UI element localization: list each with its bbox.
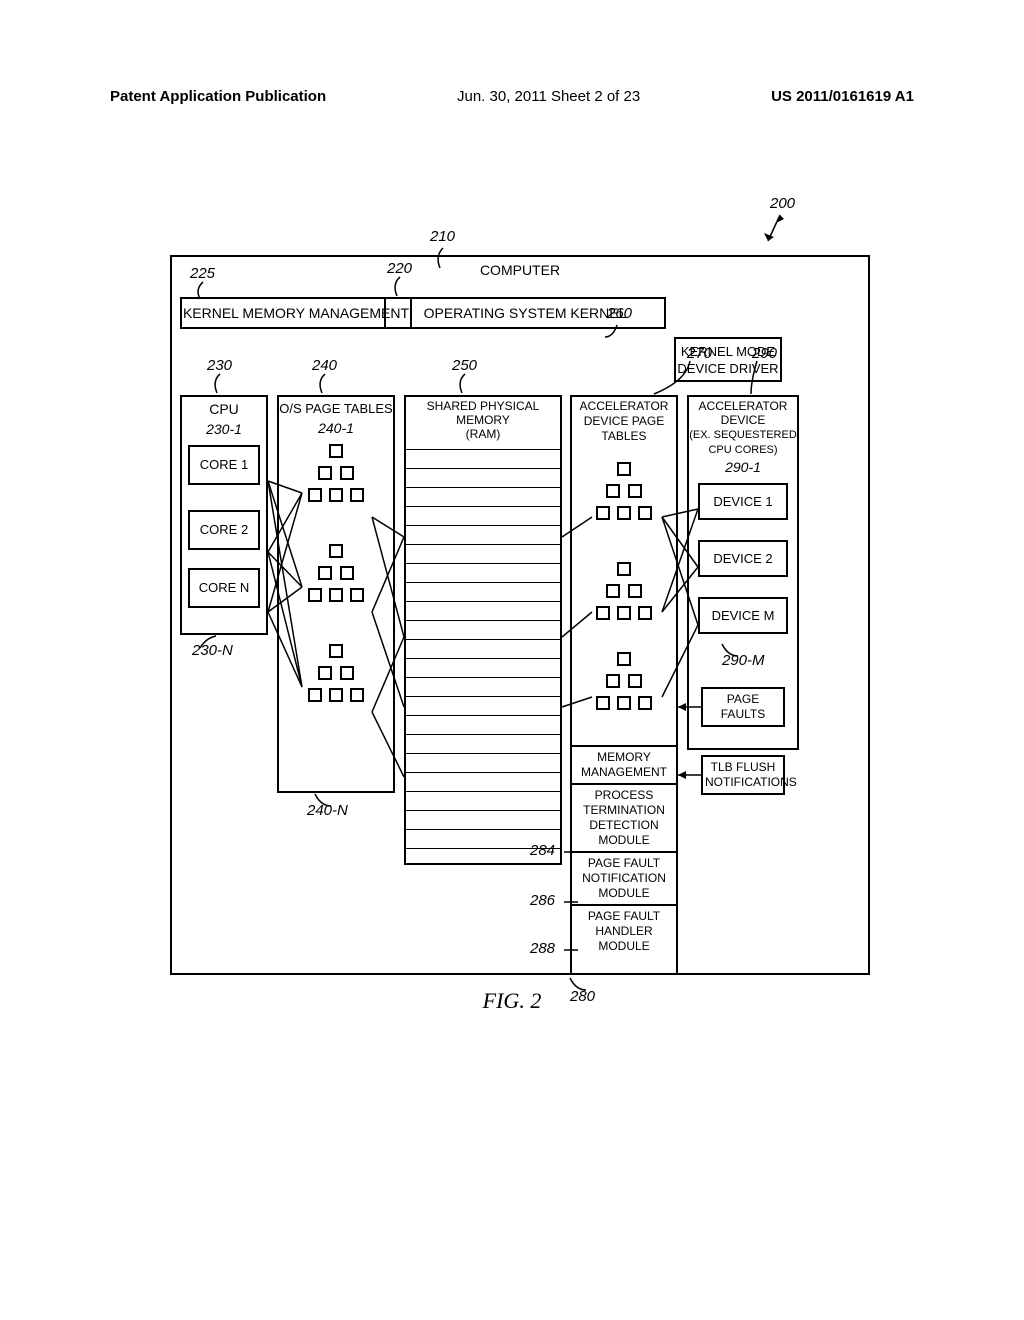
core-1: CORE 1: [188, 445, 260, 485]
ref-210: 210: [430, 228, 455, 245]
computer-block: COMPUTER 220 225 OPERATING SYSTEM KERNEL…: [170, 255, 870, 975]
spm-ram: (RAM): [406, 427, 560, 441]
ref-290-m: 290-M: [722, 652, 765, 669]
header-center: Jun. 30, 2011 Sheet 2 of 23: [457, 88, 640, 105]
shared-physical-memory: SHARED PHYSICAL MEMORY (RAM): [404, 395, 562, 865]
ref-220: 220: [387, 260, 412, 277]
ref-290: 290: [752, 345, 777, 362]
figure-label: FIG. 2: [483, 988, 542, 1014]
page-tree-1: [279, 444, 393, 512]
header-right: US 2011/0161619 A1: [771, 88, 914, 105]
adpt-tree-3: [572, 652, 676, 720]
ref-225: 225: [190, 265, 215, 282]
ref-230-n: 230-N: [192, 642, 233, 659]
ref-240-1: 240-1: [279, 420, 393, 436]
ref-250: 250: [452, 357, 477, 374]
header-left: Patent Application Publication: [110, 88, 326, 105]
adpt-label: ACCELERATOR DEVICE PAGE TABLES: [572, 399, 676, 444]
ref-286: 286: [530, 892, 555, 909]
page-fault-handler-box: PAGE FAULT HANDLER MODULE: [572, 904, 676, 957]
adpt-tree-1: [572, 462, 676, 530]
ref-260: 260: [607, 305, 632, 322]
spm-label: SHARED PHYSICAL MEMORY: [406, 399, 560, 427]
device-2: DEVICE 2: [698, 540, 788, 577]
ref-240-n: 240-N: [307, 802, 348, 819]
device-m: DEVICE M: [698, 597, 788, 634]
cpu-block: CPU 230-1 CORE 1 CORE 2 CORE N: [180, 395, 268, 635]
adpt-tree-2: [572, 562, 676, 630]
device-1: DEVICE 1: [698, 483, 788, 520]
ref-290-1: 290-1: [689, 459, 797, 475]
page-tree-n: [279, 644, 393, 712]
ref-240: 240: [312, 357, 337, 374]
os-page-tables: O/S PAGE TABLES 240-1: [277, 395, 395, 793]
ref-270: 270: [687, 345, 712, 362]
computer-label: COMPUTER: [480, 262, 560, 278]
ref-200: 200: [770, 195, 795, 212]
ref-230-1: 230-1: [182, 421, 266, 437]
page-header: Patent Application Publication Jun. 30, …: [0, 88, 1024, 105]
ref-284: 284: [530, 842, 555, 859]
process-termination-detection-box: PROCESS TERMINATION DETECTION MODULE: [572, 783, 676, 851]
page-fault-notification-box: PAGE FAULT NOTIFICATION MODULE: [572, 851, 676, 904]
memory-rows: [406, 449, 560, 867]
kernel-memory-management: KERNEL MEMORY MANAGEMENT: [180, 297, 412, 329]
ref-280: 280: [570, 988, 595, 1005]
page-tree-2: [279, 544, 393, 612]
tlb-flush-box: TLB FLUSH NOTIFICATIONS: [701, 755, 785, 795]
ref-230: 230: [207, 357, 232, 374]
ospt-label: O/S PAGE TABLES: [279, 401, 393, 416]
accel-label: ACCELERATOR DEVICE (EX. SEQUESTERED CPU …: [689, 399, 797, 457]
core-n: CORE N: [188, 568, 260, 608]
ref-288: 288: [530, 940, 555, 957]
page-faults-box: PAGE FAULTS: [701, 687, 785, 727]
cpu-label: CPU: [182, 401, 266, 417]
accelerator-device-page-tables: ACCELERATOR DEVICE PAGE TABLES MEMORY MA…: [570, 395, 678, 975]
memory-management-box: MEMORY MANAGEMENT: [572, 745, 676, 783]
core-2: CORE 2: [188, 510, 260, 550]
